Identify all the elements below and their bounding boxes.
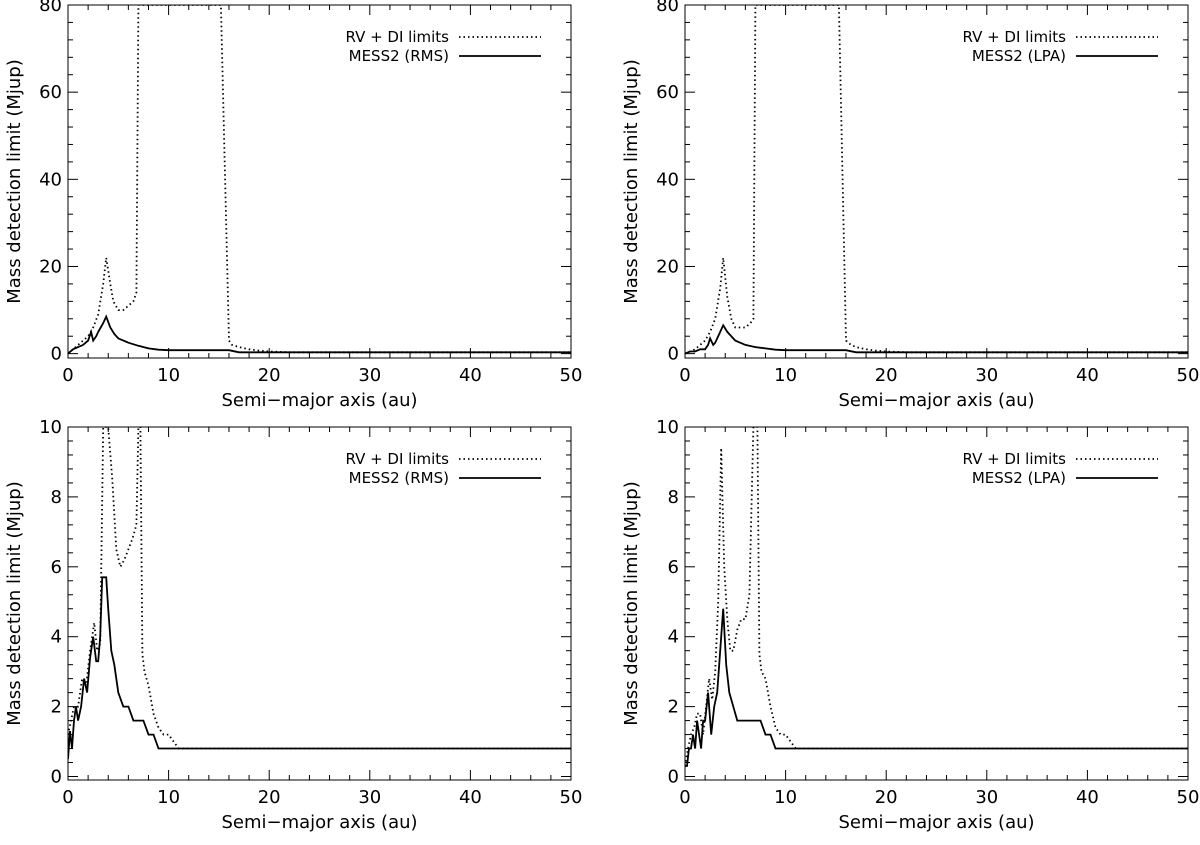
y-axis-title: Mass detection limit (Mjup)	[621, 481, 642, 726]
legend-label: RV + DI limits	[962, 450, 1066, 468]
x-tick-label: 30	[358, 365, 381, 386]
y-tick-label: 6	[668, 557, 679, 578]
x-tick-label: 20	[258, 787, 281, 808]
x-tick-label: 20	[258, 365, 281, 386]
x-axis-title: Semi−major axis (au)	[221, 390, 417, 411]
series-line-mess2	[685, 323, 1188, 355]
y-tick-label: 2	[51, 697, 62, 718]
y-tick-label: 80	[656, 0, 679, 16]
legend-label: MESS2 (RMS)	[349, 47, 449, 65]
series-line-mess2	[68, 576, 571, 760]
chart-panel-top-left: 0 10 20 30 40 50 0 20 40 60 80 Semi−major axis (au)…	[4, 0, 582, 411]
y-tick-label: 40	[656, 169, 679, 190]
legend-label: MESS2 (RMS)	[349, 469, 449, 487]
chart-panel-top-right: 0 10 20 30 40 50 0 20 40 60 80 Semi−major axis (au)…	[621, 0, 1199, 411]
x-tick-label: 50	[1177, 787, 1200, 808]
x-tick-label: 40	[1076, 787, 1099, 808]
legend-label: MESS2 (LPA)	[972, 47, 1066, 65]
x-tick-label: 50	[560, 365, 583, 386]
x-tick-label: 10	[774, 787, 797, 808]
chart-panel-bottom-left: 0 10 20 30 40 50 0 2 4 6 8 10 Semi−major axis (au) Ma…	[4, 417, 582, 833]
plot-frame	[684, 426, 1189, 781]
series-line-mess2	[68, 314, 571, 355]
y-tick-label: 10	[39, 417, 62, 438]
x-tick-label: 40	[459, 365, 482, 386]
series-line-rv-di-limits	[685, 427, 1188, 767]
x-axis-title: Semi−major axis (au)	[838, 812, 1034, 833]
y-tick-label: 6	[51, 557, 62, 578]
y-axis-title: Mass detection limit (Mjup)	[621, 59, 642, 304]
x-tick-label: 50	[560, 787, 583, 808]
x-tick-label: 0	[679, 787, 690, 808]
x-axis-title: Semi−major axis (au)	[838, 390, 1034, 411]
x-tick-label: 40	[1076, 365, 1099, 386]
x-tick-label: 40	[459, 787, 482, 808]
x-axis-title: Semi−major axis (au)	[221, 812, 417, 833]
x-tick-label: 20	[875, 365, 898, 386]
y-tick-label: 8	[51, 487, 62, 508]
y-tick-label: 40	[39, 169, 62, 190]
legend-label: RV + DI limits	[962, 28, 1066, 46]
y-tick-label: 0	[668, 344, 679, 365]
x-tick-label: 30	[975, 365, 998, 386]
y-tick-label: 20	[39, 256, 62, 277]
series-line-rv-di-limits	[68, 427, 571, 750]
y-axis-title: Mass detection limit (Mjup)	[4, 481, 25, 726]
x-tick-label: 0	[62, 365, 73, 386]
legend-label: RV + DI limits	[345, 450, 449, 468]
x-tick-label: 0	[679, 365, 690, 386]
plot-frame	[67, 426, 572, 781]
x-tick-label: 0	[62, 787, 73, 808]
y-tick-label: 8	[668, 487, 679, 508]
series-line-mess2	[685, 608, 1188, 767]
x-tick-label: 30	[358, 787, 381, 808]
legend-label: MESS2 (LPA)	[972, 469, 1066, 487]
y-tick-label: 60	[656, 82, 679, 103]
y-tick-label: 2	[668, 697, 679, 718]
chart-panel-bottom-right: 0 10 20 30 40 50 0 2 4 6 8 10 Semi−major axis (au) Ma…	[621, 417, 1199, 833]
x-tick-label: 30	[975, 787, 998, 808]
y-tick-label: 4	[51, 627, 62, 648]
y-tick-label: 20	[656, 256, 679, 277]
y-tick-label: 0	[51, 344, 62, 365]
series-line-rv-di-limits	[68, 5, 571, 355]
y-tick-label: 4	[668, 627, 679, 648]
y-tick-label: 10	[656, 417, 679, 438]
y-tick-label: 0	[51, 767, 62, 788]
series-line-rv-di-limits	[685, 5, 1188, 355]
plot-frame	[684, 4, 1189, 359]
x-tick-label: 20	[875, 787, 898, 808]
y-tick-label: 80	[39, 0, 62, 16]
legend-label: RV + DI limits	[345, 28, 449, 46]
x-tick-label: 10	[157, 787, 180, 808]
y-axis-title: Mass detection limit (Mjup)	[4, 59, 25, 304]
y-tick-label: 0	[668, 767, 679, 788]
x-tick-label: 10	[774, 365, 797, 386]
plot-frame	[67, 4, 572, 359]
y-tick-label: 60	[39, 82, 62, 103]
x-tick-label: 50	[1177, 365, 1200, 386]
x-tick-label: 10	[157, 365, 180, 386]
